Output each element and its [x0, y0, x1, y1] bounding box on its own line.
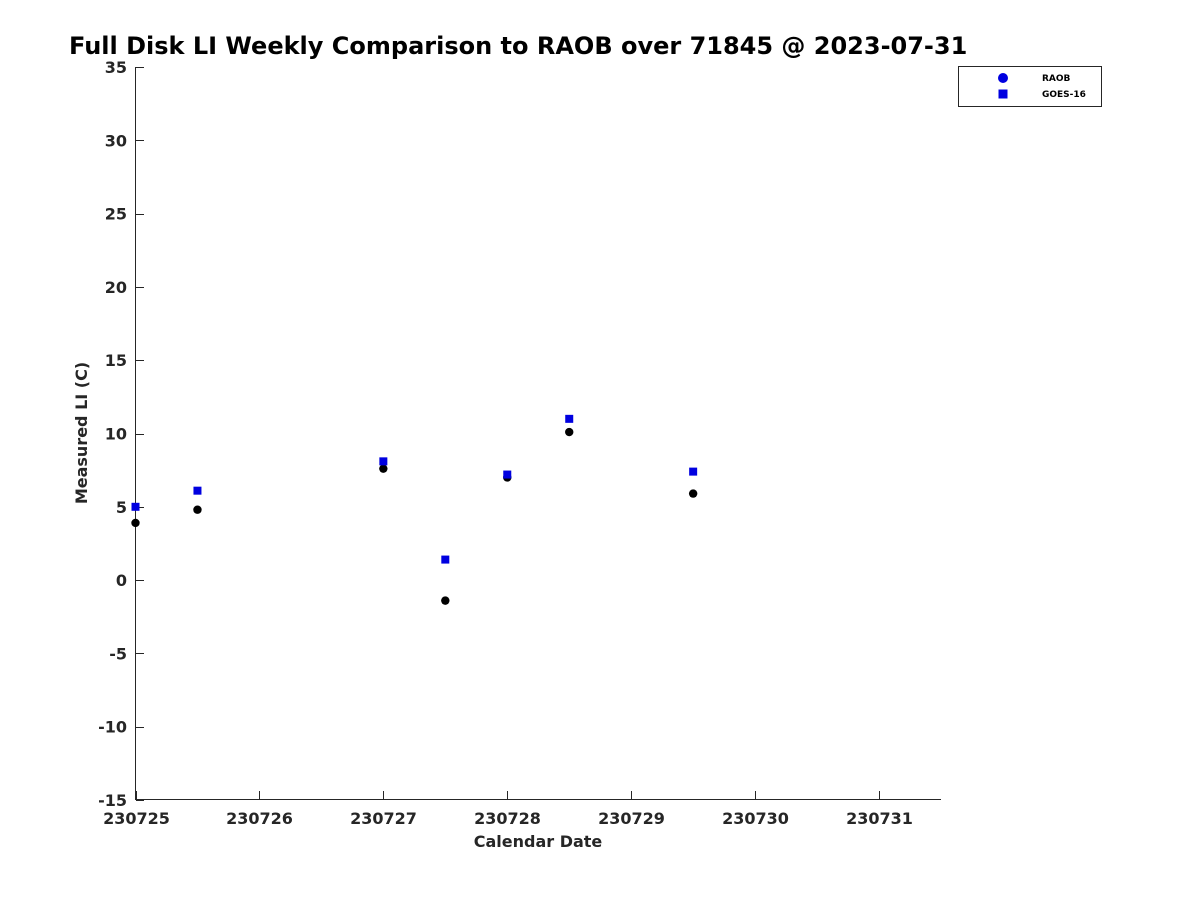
- goes16-point: [379, 457, 388, 466]
- goes16-point: [441, 555, 450, 564]
- series-raob: [131, 427, 698, 605]
- goes16-point: [131, 502, 140, 511]
- x-tick-label: 230729: [598, 809, 665, 828]
- y-tick-label: 25: [105, 205, 127, 224]
- goes16-point: [689, 467, 698, 476]
- y-tick-label: -10: [98, 718, 127, 737]
- y-tick-label: 35: [105, 58, 127, 77]
- legend-label-goes16: GOES-16: [1042, 90, 1086, 100]
- goes16-point: [193, 486, 202, 495]
- raob-point: [131, 518, 140, 528]
- legend-marker-goes16: [998, 89, 1008, 99]
- x-tick-label: 230726: [226, 809, 293, 828]
- y-tick-label: 20: [105, 278, 127, 297]
- x-tick-label: 230727: [350, 809, 417, 828]
- legend-box: [958, 66, 1102, 107]
- y-tick-label: 30: [105, 131, 127, 150]
- x-tick-label: 230730: [722, 809, 789, 828]
- x-tick-label: 230725: [103, 809, 170, 828]
- legend: RAOB GOES-16: [958, 66, 1102, 107]
- x-ticks: 230725 230726 230727 230728 230729 230730 2307…: [103, 791, 913, 828]
- y-tick-label: 5: [116, 498, 127, 517]
- x-axis-label: Calendar Date: [474, 832, 603, 851]
- y-tick-label: -15: [98, 791, 127, 810]
- goes16-point: [565, 414, 574, 423]
- legend-marker-raob: [998, 73, 1008, 83]
- y-tick-label: 15: [105, 351, 127, 370]
- chart-title: Full Disk LI Weekly Comparison to RAOB o…: [69, 32, 967, 60]
- raob-point: [379, 464, 388, 473]
- legend-label-raob: RAOB: [1042, 74, 1071, 84]
- x-tick-label: 230731: [846, 809, 913, 828]
- y-tick-label: 10: [105, 425, 127, 444]
- x-tick-label: 230728: [474, 809, 541, 828]
- y-tick-label: 0: [116, 571, 127, 590]
- raob-point: [193, 505, 202, 514]
- raob-point: [688, 489, 698, 498]
- series-goes16: [131, 414, 698, 564]
- y-tick-label: -5: [109, 644, 127, 663]
- y-ticks: 35 30 25 20 15 10 5 0 -5 -10 -15: [98, 58, 144, 810]
- raob-point: [441, 596, 450, 605]
- goes16-point: [503, 470, 512, 479]
- raob-point: [565, 427, 574, 437]
- y-axis-label: Measured LI (C): [72, 362, 91, 504]
